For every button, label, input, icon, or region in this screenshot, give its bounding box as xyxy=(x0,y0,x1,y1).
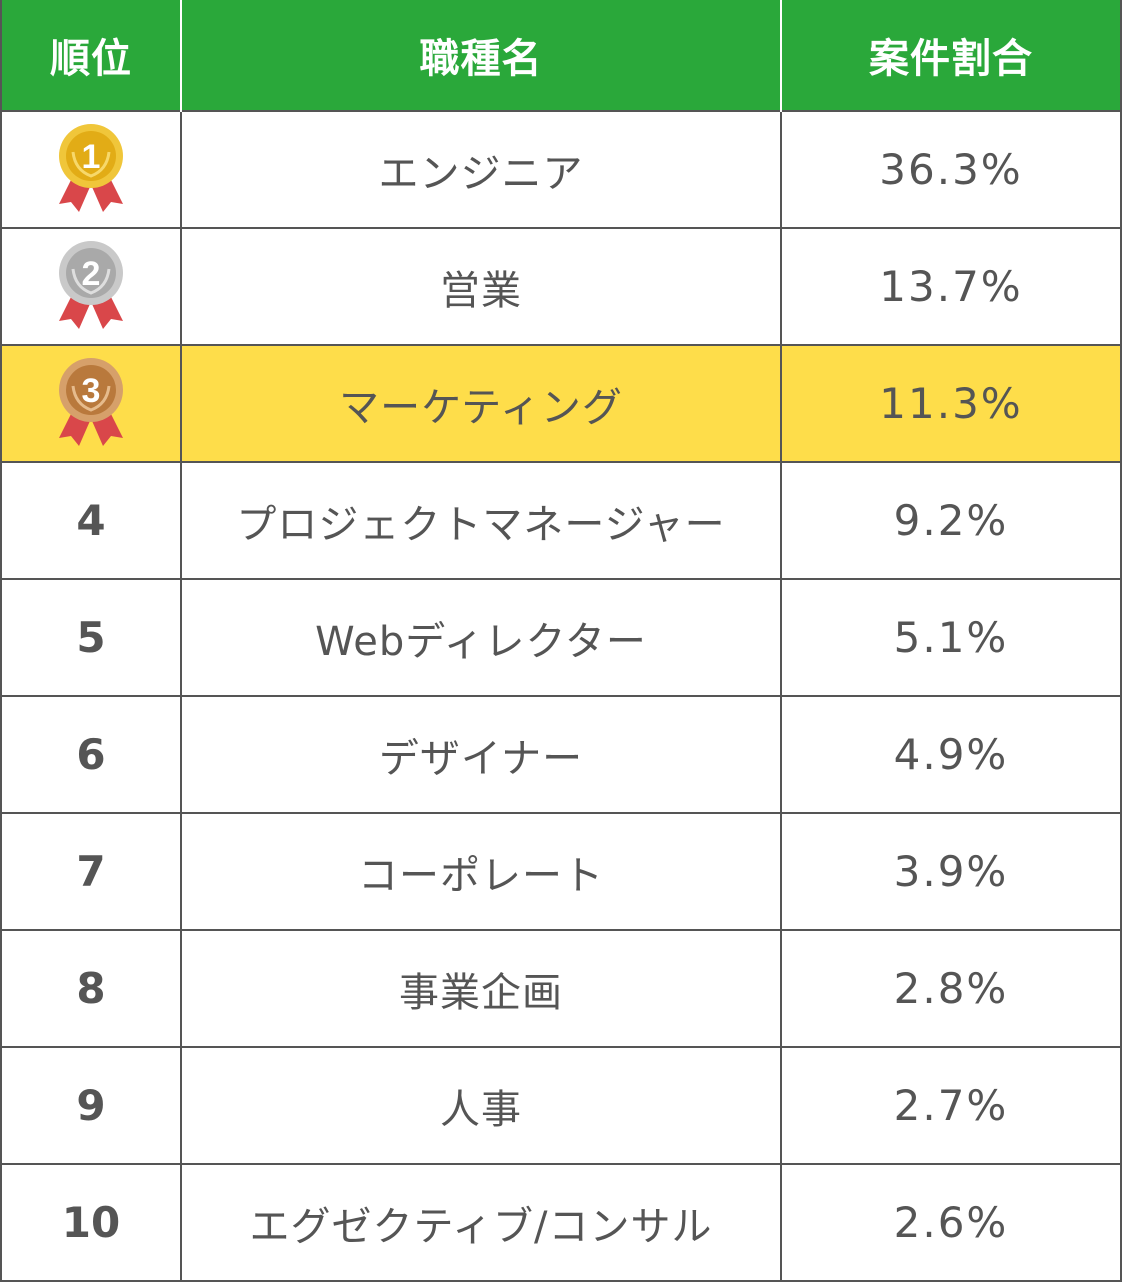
job-name-cell: プロジェクトマネージャー xyxy=(180,461,782,580)
share-cell: 5.1% xyxy=(780,578,1122,697)
rank-cell: 4 xyxy=(0,461,182,580)
job-name-cell: Webディレクター xyxy=(180,578,782,697)
share-cell: 3.9% xyxy=(780,812,1122,931)
rank-cell: 10 xyxy=(0,1163,182,1282)
table-row: 10 エグゼクティブ/コンサル 2.6% xyxy=(0,1163,1122,1282)
share-cell: 2.6% xyxy=(780,1163,1122,1282)
table-row: 8 事業企画 2.8% xyxy=(0,929,1122,1048)
bronze-medal-icon: 3 xyxy=(59,357,123,446)
medal-rank-number: 2 xyxy=(82,255,101,293)
table-row: 2 営業 13.7% xyxy=(0,227,1122,346)
table-row: 1 エンジニア 36.3% xyxy=(0,110,1122,229)
rank-cell: 9 xyxy=(0,1046,182,1165)
table-body: 1 エンジニア 36.3% 2 営業 13.7% xyxy=(0,110,1122,1282)
rank-cell: 3 xyxy=(0,344,182,463)
medal-rank-number: 3 xyxy=(82,372,101,410)
medal-rank-number: 1 xyxy=(82,138,101,176)
share-cell: 36.3% xyxy=(780,110,1122,229)
header-share: 案件割合 xyxy=(780,0,1121,111)
job-name-cell: 人事 xyxy=(180,1046,782,1165)
job-name-cell: 事業企画 xyxy=(180,929,782,1048)
job-name-cell: デザイナー xyxy=(180,695,782,814)
rank-cell: 8 xyxy=(0,929,182,1048)
header-row: 順位 職種名 案件割合 xyxy=(1,0,1121,111)
table-row: 5 Webディレクター 5.1% xyxy=(0,578,1122,697)
job-name-cell: コーポレート xyxy=(180,812,782,931)
job-name-cell: エンジニア xyxy=(180,110,782,229)
rank-cell: 6 xyxy=(0,695,182,814)
rank-cell: 7 xyxy=(0,812,182,931)
share-cell: 2.8% xyxy=(780,929,1122,1048)
share-cell: 2.7% xyxy=(780,1046,1122,1165)
job-name-cell: マーケティング xyxy=(180,344,782,463)
job-name-cell: 営業 xyxy=(180,227,782,346)
rank-cell: 1 xyxy=(0,110,182,229)
rank-cell: 5 xyxy=(0,578,182,697)
header-job-name: 職種名 xyxy=(180,0,781,111)
header-rank: 順位 xyxy=(1,0,181,111)
table-header: 順位 職種名 案件割合 xyxy=(1,0,1121,111)
silver-medal-icon: 2 xyxy=(59,240,123,329)
table-row: 6 デザイナー 4.9% xyxy=(0,695,1122,814)
table-row: 7 コーポレート 3.9% xyxy=(0,812,1122,931)
share-cell: 4.9% xyxy=(780,695,1122,814)
table-row: 9 人事 2.7% xyxy=(0,1046,1122,1165)
job-name-cell: エグゼクティブ/コンサル xyxy=(180,1163,782,1282)
share-cell: 13.7% xyxy=(780,227,1122,346)
rank-cell: 2 xyxy=(0,227,182,346)
table-row: 4 プロジェクトマネージャー 9.2% xyxy=(0,461,1122,580)
gold-medal-icon: 1 xyxy=(59,123,123,212)
table-row-highlighted: 3 マーケティング 11.3% xyxy=(0,344,1122,463)
share-cell: 9.2% xyxy=(780,461,1122,580)
share-cell: 11.3% xyxy=(780,344,1122,463)
